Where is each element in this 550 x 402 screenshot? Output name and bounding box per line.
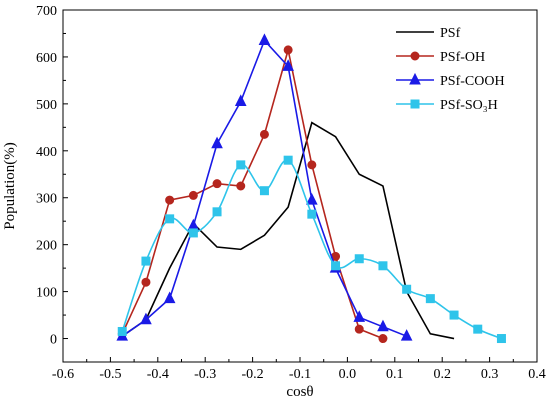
legend-marker: [410, 99, 420, 109]
legend-marker: [410, 51, 420, 61]
series-layer: [116, 33, 506, 344]
data-point: [378, 334, 388, 344]
x-tick-label: 0.3: [481, 367, 499, 382]
data-point: [307, 160, 317, 170]
data-point: [259, 129, 269, 139]
legend-label: PSf-OH: [440, 50, 485, 65]
y-tick-label: 600: [36, 51, 57, 66]
x-axis-title: cosθ: [286, 384, 313, 400]
data-point: [283, 155, 293, 165]
data-point: [259, 186, 269, 196]
x-tick-label: -0.1: [289, 367, 311, 382]
legend-label: PSf: [440, 26, 461, 41]
data-point: [402, 284, 412, 294]
data-point: [354, 254, 364, 264]
data-point: [258, 33, 271, 46]
data-point: [163, 291, 176, 304]
data-point: [236, 181, 246, 191]
y-tick-label: 500: [36, 98, 57, 113]
x-tick-label: -0.4: [147, 367, 169, 382]
data-point: [496, 334, 506, 344]
data-point: [306, 192, 318, 205]
data-point: [307, 209, 317, 219]
data-point: [165, 214, 175, 224]
data-point: [212, 207, 222, 217]
data-point: [211, 136, 223, 149]
x-tick-label: -0.6: [52, 367, 74, 382]
series-2: [116, 33, 413, 341]
data-point: [236, 160, 246, 170]
x-tick-label: 0.1: [386, 367, 404, 382]
data-point: [354, 324, 364, 334]
data-point: [187, 218, 200, 231]
y-tick-label: 0: [50, 333, 57, 348]
x-tick-label: -0.5: [99, 367, 121, 382]
data-point: [188, 190, 198, 200]
x-tick-label: -0.2: [242, 367, 264, 382]
y-tick-label: 100: [36, 286, 57, 301]
series-line: [121, 49, 384, 340]
series-3: [117, 155, 506, 344]
data-point: [212, 179, 222, 189]
data-point: [449, 310, 459, 320]
series-1: [117, 45, 388, 344]
series-line: [121, 121, 455, 340]
data-point: [378, 261, 388, 271]
data-point: [425, 294, 435, 304]
y-tick-label: 700: [36, 4, 57, 19]
legend: PSf PSf-OH PSf-COOH PSf-SO₃H: [396, 26, 505, 113]
data-point: [400, 329, 413, 341]
x-tick-label: -0.3: [194, 367, 216, 382]
x-tick-label: 0.4: [528, 367, 546, 382]
data-point: [117, 326, 127, 336]
data-point: [331, 261, 341, 271]
y-tick-label: 200: [36, 239, 57, 254]
legend-label: PSf-COOH: [440, 74, 505, 89]
data-point: [141, 277, 151, 287]
x-tick-label: 0.0: [339, 367, 357, 382]
y-tick-label: 400: [36, 145, 57, 160]
legend-marker: [409, 72, 421, 85]
data-point: [141, 256, 151, 266]
series-0: [121, 121, 455, 340]
data-point: [140, 312, 152, 325]
y-axis-title: Population(%): [2, 142, 18, 230]
data-point: [283, 45, 293, 55]
data-point: [282, 59, 294, 71]
x-tick-label: 0.2: [433, 367, 451, 382]
data-point: [165, 195, 175, 205]
legend-label: PSf-SO₃H: [440, 98, 498, 113]
data-point: [473, 324, 483, 334]
data-point: [377, 319, 389, 332]
data-point: [234, 94, 247, 107]
axis-ticks: -0.6 -0.5 -0.4 -0.3 -0.2 -0.1 0.0 0.1 0.2 0.3 0.4 0…: [36, 4, 546, 382]
data-point: [353, 310, 366, 322]
y-tick-label: 300: [36, 192, 57, 207]
data-point: [188, 228, 198, 238]
